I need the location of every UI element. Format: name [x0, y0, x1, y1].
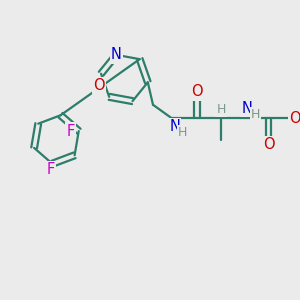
Text: O: O — [191, 84, 203, 99]
Text: O: O — [262, 137, 274, 152]
Text: N: N — [169, 119, 180, 134]
Text: H: H — [216, 103, 226, 116]
Text: N: N — [111, 47, 122, 62]
Text: F: F — [47, 162, 55, 177]
Text: O: O — [93, 78, 104, 93]
Text: O: O — [290, 111, 300, 126]
Text: N: N — [242, 101, 253, 116]
Text: F: F — [67, 124, 75, 139]
Text: H: H — [251, 108, 260, 121]
Text: H: H — [178, 126, 188, 139]
